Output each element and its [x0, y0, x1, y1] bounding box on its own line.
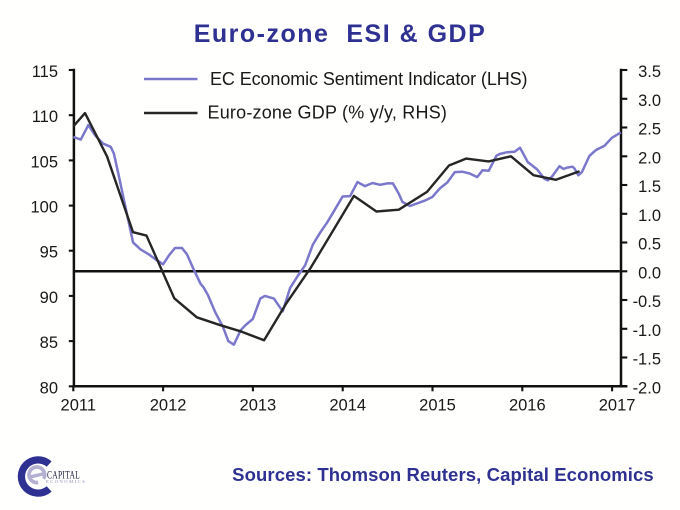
svg-text:95: 95 [40, 244, 58, 262]
svg-text:100: 100 [30, 199, 58, 217]
svg-text:115: 115 [32, 63, 58, 81]
svg-text:EC Economic Sentiment Indicato: EC Economic Sentiment Indicator (LHS) [210, 69, 527, 89]
svg-text:-1.5: -1.5 [633, 351, 661, 369]
svg-text:2011: 2011 [61, 397, 96, 415]
svg-text:80: 80 [40, 379, 58, 397]
svg-text:-2.0: -2.0 [633, 379, 661, 397]
svg-text:1.0: 1.0 [638, 207, 661, 225]
svg-text:2012: 2012 [150, 397, 187, 415]
svg-text:110: 110 [32, 108, 58, 126]
svg-text:2016: 2016 [509, 397, 546, 415]
svg-text:CAPITAL: CAPITAL [47, 469, 80, 482]
svg-text:2014: 2014 [329, 397, 366, 415]
svg-text:Euro-zone GDP (% y/y, RHS): Euro-zone GDP (% y/y, RHS) [208, 103, 448, 123]
svg-text:2015: 2015 [419, 397, 456, 415]
svg-text:2017: 2017 [599, 397, 636, 415]
svg-text:ECONOMICS: ECONOMICS [46, 479, 86, 484]
svg-text:3.0: 3.0 [638, 92, 661, 110]
svg-text:-0.5: -0.5 [633, 293, 661, 311]
svg-text:2.5: 2.5 [638, 121, 661, 139]
svg-text:0.0: 0.0 [638, 264, 661, 282]
svg-text:2.0: 2.0 [638, 149, 661, 167]
svg-text:3.5: 3.5 [638, 63, 661, 81]
svg-text:1.5: 1.5 [638, 178, 661, 196]
svg-text:2013: 2013 [240, 397, 277, 415]
svg-text:-1.0: -1.0 [633, 322, 661, 340]
svg-text:90: 90 [40, 289, 58, 307]
svg-text:85: 85 [40, 334, 58, 352]
svg-text:105: 105 [30, 153, 58, 171]
svg-text:0.5: 0.5 [638, 236, 661, 254]
